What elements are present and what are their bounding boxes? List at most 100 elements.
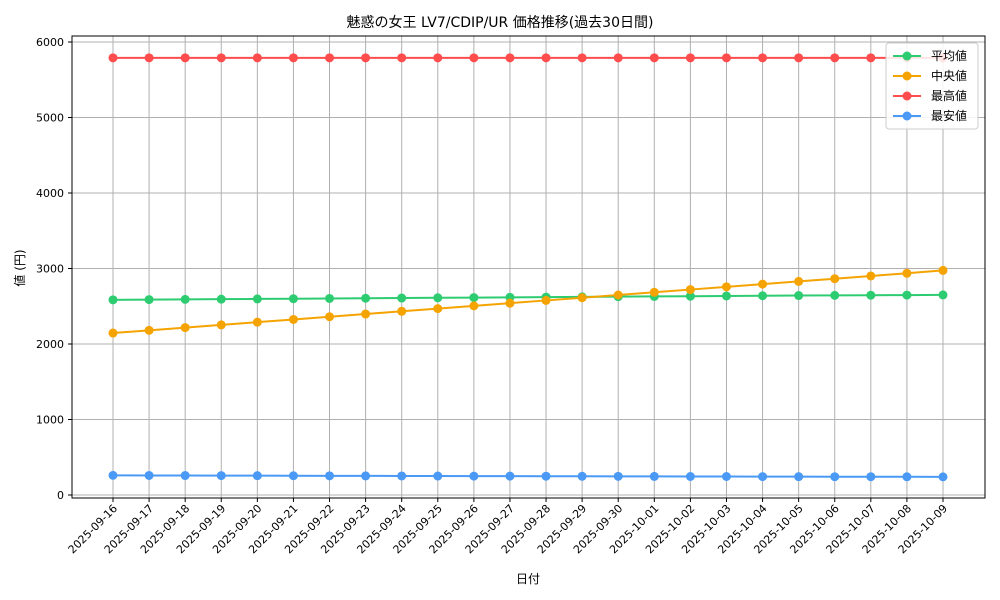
data-point [433, 53, 443, 63]
data-point [216, 294, 226, 304]
y-tick-label: 4000 [36, 187, 64, 200]
data-point [252, 471, 262, 481]
data-point [902, 290, 912, 300]
data-point [721, 282, 731, 292]
data-point [325, 471, 335, 481]
data-point [685, 472, 695, 482]
data-point [361, 471, 371, 481]
data-point [216, 53, 226, 63]
data-point [252, 53, 262, 63]
y-tick-label: 1000 [36, 414, 64, 427]
data-point [288, 314, 298, 324]
data-point [325, 53, 335, 63]
legend-box [885, 42, 979, 130]
data-point [721, 291, 731, 301]
data-point [794, 472, 804, 482]
data-point [794, 276, 804, 286]
data-point [758, 291, 768, 301]
data-point [469, 293, 479, 303]
data-point [108, 53, 118, 63]
data-point [433, 304, 443, 314]
data-point [144, 470, 154, 480]
data-point [866, 472, 876, 482]
legend-marker [902, 51, 912, 61]
data-point [866, 271, 876, 281]
data-series [108, 53, 948, 482]
chart-title: 魅惑の女王 LV7/CDIP/UR 価格推移(過去30日間) [346, 15, 654, 31]
data-point [866, 290, 876, 300]
legend-marker [902, 111, 912, 121]
data-point [288, 294, 298, 304]
data-point [830, 53, 840, 63]
data-point [685, 291, 695, 301]
data-point [541, 471, 551, 481]
plot-frame [71, 35, 986, 499]
data-point [938, 472, 948, 482]
x-axis: 2025-09-162025-09-172025-09-182025-09-19… [66, 498, 950, 556]
data-point [469, 301, 479, 311]
series-line [112, 474, 944, 478]
data-point [216, 320, 226, 330]
data-point [108, 470, 118, 480]
data-point [649, 287, 659, 297]
data-point [216, 471, 226, 481]
data-point [325, 293, 335, 303]
data-point [469, 471, 479, 481]
data-point [830, 290, 840, 300]
data-point [649, 471, 659, 481]
data-point [794, 53, 804, 63]
data-point [685, 285, 695, 295]
data-point [288, 471, 298, 481]
legend-label: 平均値 [931, 48, 967, 63]
data-point [397, 306, 407, 316]
legend-label: 中央値 [931, 68, 967, 83]
data-point [144, 295, 154, 305]
data-point [830, 274, 840, 284]
data-point [613, 53, 623, 63]
data-point [144, 53, 154, 63]
data-point [505, 53, 515, 63]
y-tick-label: 2000 [36, 338, 64, 351]
y-tick-label: 5000 [36, 112, 64, 125]
data-point [180, 471, 190, 481]
legend-marker [902, 71, 912, 81]
data-point [108, 295, 118, 305]
data-point [180, 53, 190, 63]
legend-label: 最安値 [931, 108, 967, 123]
data-point [613, 471, 623, 481]
y-tick-label: 3000 [36, 263, 64, 276]
series-line [112, 269, 944, 335]
data-point [938, 265, 948, 275]
series-line [112, 293, 944, 301]
data-point [252, 294, 262, 304]
data-point [613, 290, 623, 300]
data-point [361, 309, 371, 319]
y-axis-label: 値 (円) [12, 249, 27, 286]
legend-label: 最高値 [931, 88, 967, 103]
data-point [397, 293, 407, 303]
data-point [397, 471, 407, 481]
data-point [288, 53, 298, 63]
data-point [361, 293, 371, 303]
data-point [108, 328, 118, 338]
data-point [397, 53, 407, 63]
data-point [433, 471, 443, 481]
data-point [649, 53, 659, 63]
legend-marker [902, 91, 912, 101]
data-point [577, 293, 587, 303]
data-point [180, 323, 190, 333]
data-point [577, 471, 587, 481]
data-point [721, 472, 731, 482]
data-point [758, 53, 768, 63]
data-point [794, 291, 804, 301]
data-point [758, 472, 768, 482]
data-point [758, 279, 768, 289]
data-point [902, 268, 912, 278]
data-point [180, 294, 190, 304]
data-point [252, 317, 262, 327]
data-point [433, 293, 443, 303]
data-point [577, 53, 587, 63]
y-tick-label: 0 [57, 489, 64, 502]
